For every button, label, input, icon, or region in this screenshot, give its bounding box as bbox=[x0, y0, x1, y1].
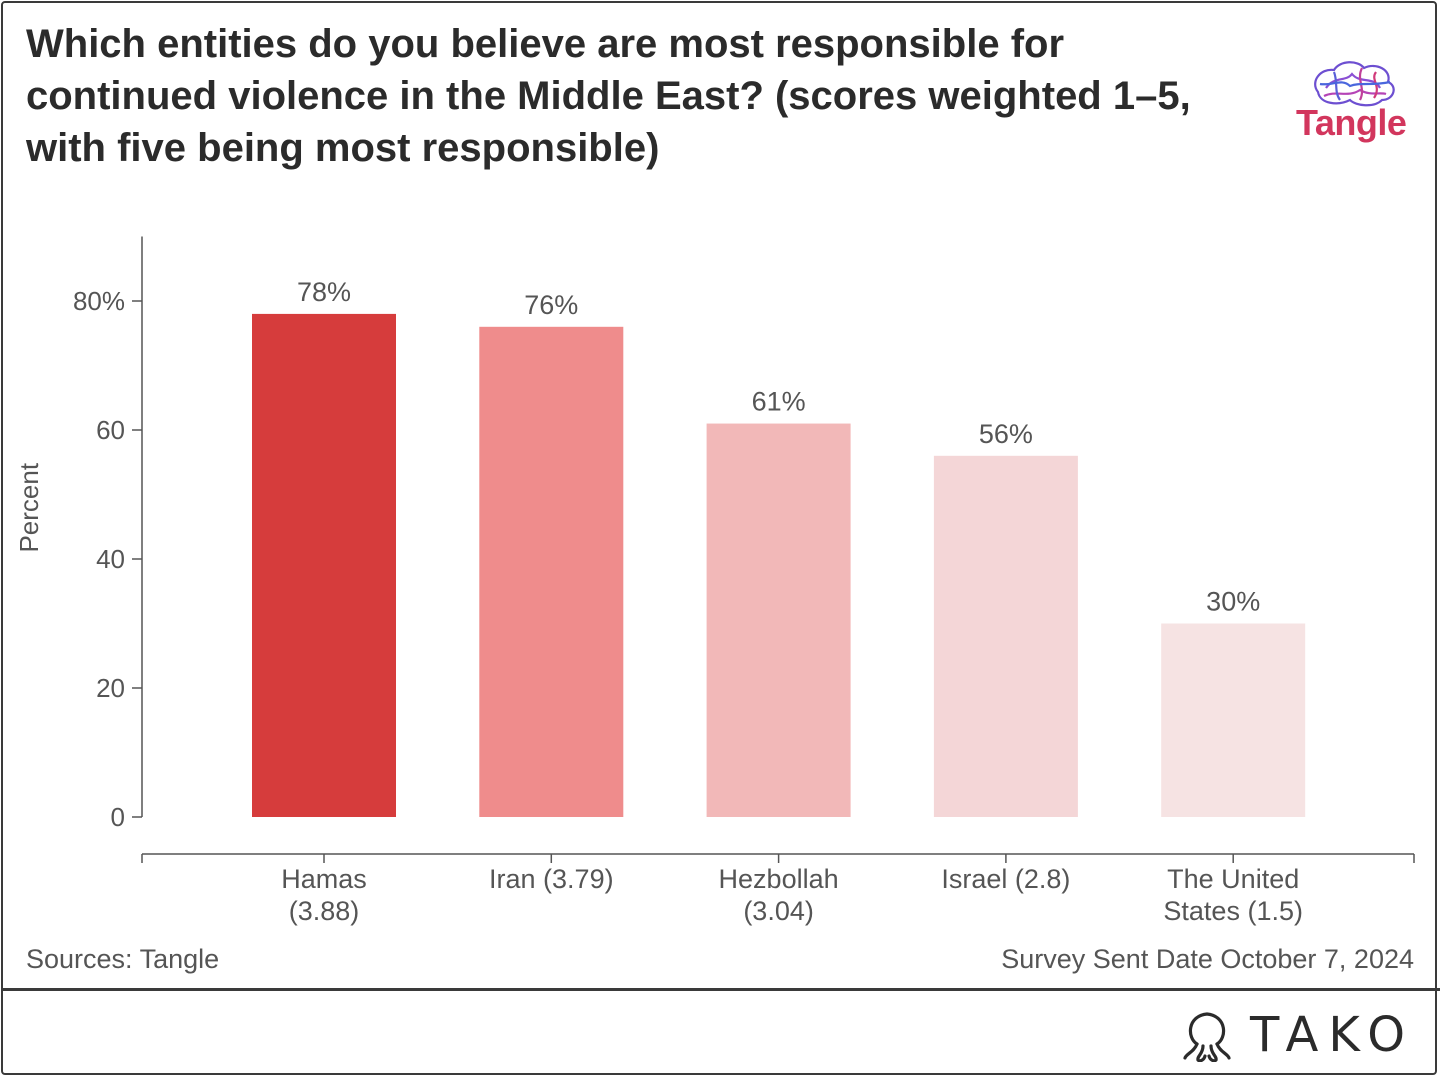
x-tick-label-line: Israel (2.8) bbox=[941, 864, 1070, 894]
x-tick-label: Israel (2.8) bbox=[941, 864, 1070, 894]
bar bbox=[252, 313, 396, 817]
y-tick-label: 20 bbox=[96, 673, 125, 703]
x-tick-label-line: States (1.5) bbox=[1163, 896, 1303, 926]
footer-divider bbox=[1, 988, 1440, 991]
tangle-brain-logo-icon bbox=[1314, 61, 1395, 107]
y-tick-label: 80% bbox=[73, 286, 125, 316]
x-tick-label: Hezbollah (3.04) bbox=[719, 864, 839, 926]
y-axis-title-group: Percent bbox=[14, 462, 44, 552]
bar-value-label: 56% bbox=[979, 419, 1033, 449]
y-tick-label: 60 bbox=[96, 415, 125, 445]
bar bbox=[1161, 623, 1306, 817]
x-tick-label-line: (3.88) bbox=[289, 896, 360, 926]
bar-value-label: 76% bbox=[524, 290, 578, 320]
chart-title: Which entities do you believe are most r… bbox=[26, 22, 1191, 170]
x-tick-label: The United States (1.5) bbox=[1163, 864, 1303, 926]
source-note: Sources: Tangle bbox=[26, 944, 220, 974]
bar-value-label: 61% bbox=[752, 387, 806, 417]
bar bbox=[706, 423, 851, 817]
tangle-logo-text: Tangle bbox=[1296, 102, 1407, 143]
x-tick-label-line: Iran (3.79) bbox=[489, 864, 614, 894]
y-tick-label: 40 bbox=[96, 544, 125, 574]
bar-value-label: 30% bbox=[1206, 587, 1260, 617]
bar-value-label: 78% bbox=[297, 277, 351, 307]
tako-wordmark: TAKO bbox=[1249, 1007, 1415, 1063]
x-tick-label-line: (3.04) bbox=[743, 896, 814, 926]
x-axis: Hamas (3.88) Iran (3.79) Hezbollah (3.04) Isr… bbox=[141, 853, 1415, 926]
tako-octopus-icon bbox=[1183, 1012, 1231, 1062]
x-tick-label-line: Hamas bbox=[281, 864, 367, 894]
x-tick-label-line: The United bbox=[1167, 864, 1299, 894]
x-tick-label-line: Hezbollah bbox=[719, 864, 839, 894]
y-axis: 0 20 40 60 80% bbox=[73, 236, 143, 832]
bar bbox=[933, 455, 1078, 817]
y-tick-label: 0 bbox=[111, 802, 125, 832]
y-axis-title: Percent bbox=[14, 462, 44, 552]
bar bbox=[479, 326, 624, 817]
tako-brand[interactable]: TAKO bbox=[1182, 1005, 1415, 1065]
bar-chart: 0 20 40 60 80% Hamas (3.88) Iran (3.79) Hezboll… bbox=[14, 236, 1415, 926]
x-tick-label: Iran (3.79) bbox=[489, 864, 614, 894]
survey-date-note: Survey Sent Date October 7, 2024 bbox=[1001, 944, 1414, 974]
x-tick-label: Hamas (3.88) bbox=[281, 864, 367, 926]
bars: 78% 76% 61% 56% 30% bbox=[252, 277, 1306, 817]
